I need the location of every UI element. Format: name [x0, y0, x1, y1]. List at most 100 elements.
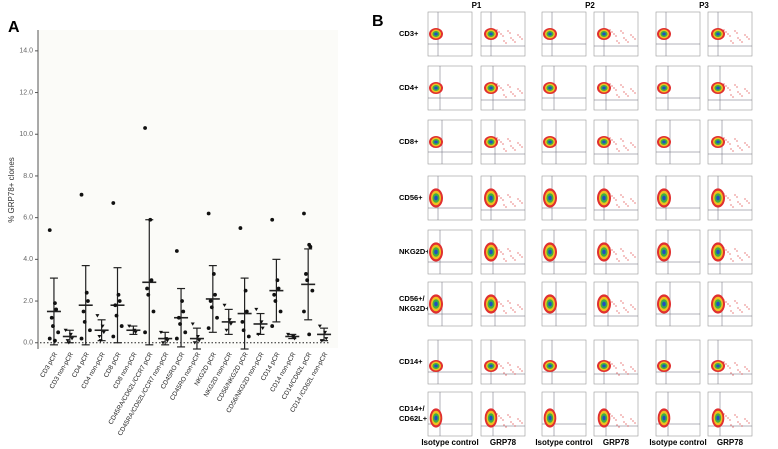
event-dot: [618, 426, 620, 428]
event-dot: [744, 142, 746, 144]
event-dot: [748, 422, 750, 424]
flow-plot: [707, 281, 753, 327]
flow-plot: [480, 229, 526, 275]
data-point: [213, 292, 217, 297]
event-dot: [521, 370, 523, 372]
event-dot: [736, 416, 738, 418]
event-dot: [500, 417, 502, 419]
x-label: GRP78: [490, 438, 517, 447]
event-dot: [736, 250, 738, 252]
event-density: [434, 32, 438, 36]
event-dot: [616, 424, 618, 426]
event-density: [716, 415, 720, 421]
event-dot: [746, 368, 748, 370]
event-dot: [627, 149, 629, 151]
event-dot: [623, 421, 625, 423]
event-dot: [509, 140, 511, 142]
flow-plot: [707, 11, 753, 57]
data-point: [222, 303, 227, 308]
data-point: [275, 278, 280, 283]
event-dot: [510, 421, 512, 423]
event-dot: [634, 202, 636, 204]
row-label: CD56+/: [399, 294, 426, 303]
event-dot: [730, 258, 732, 260]
event-dot: [730, 372, 732, 374]
event-dot: [615, 35, 617, 37]
event-dot: [736, 302, 738, 304]
event-dot: [503, 372, 505, 374]
flow-plot: [541, 229, 587, 275]
event-dot: [736, 32, 738, 34]
event-dot: [505, 96, 507, 98]
data-point: [308, 244, 313, 249]
event-dot: [618, 150, 620, 152]
event-dot: [613, 197, 615, 199]
event-dot: [500, 365, 502, 367]
event-dot: [723, 83, 725, 85]
event-dot: [498, 31, 500, 33]
flow-plot: [427, 65, 473, 111]
event-dot: [727, 141, 729, 143]
row-label: CD62L+: [399, 414, 428, 423]
event-density: [602, 249, 606, 255]
event-dot: [725, 195, 727, 197]
flow-plot: [655, 339, 701, 385]
event-dot: [620, 248, 622, 250]
event-dot: [613, 33, 615, 35]
event-dot: [609, 137, 611, 139]
event-dot: [723, 29, 725, 31]
data-point: [270, 217, 275, 222]
event-dot: [615, 367, 617, 369]
flow-plot: [480, 119, 526, 165]
event-dot: [618, 42, 620, 44]
x-label: Isotype control: [421, 438, 478, 447]
data-point: [66, 341, 71, 345]
event-dot: [613, 251, 615, 253]
event-dot: [734, 138, 736, 140]
data-point: [111, 201, 116, 205]
data-point: [227, 318, 232, 322]
event-dot: [729, 199, 731, 201]
flow-plot: [655, 11, 701, 57]
event-dot: [748, 202, 750, 204]
event-dot: [627, 425, 629, 427]
event-dot: [616, 204, 618, 206]
event-density: [434, 415, 438, 421]
event-dot: [632, 368, 634, 370]
event-dot: [609, 83, 611, 85]
data-point: [246, 334, 251, 339]
event-density: [662, 32, 666, 36]
event-dot: [625, 309, 627, 311]
event-dot: [500, 33, 502, 35]
event-dot: [521, 38, 523, 40]
data-point: [53, 338, 57, 343]
data-point: [70, 337, 75, 341]
data-point: [241, 328, 246, 333]
event-dot: [744, 252, 746, 254]
event-dot: [732, 42, 734, 44]
flow-plot: [427, 119, 473, 165]
event-dot: [730, 204, 732, 206]
event-dot: [502, 253, 504, 255]
event-dot: [496, 29, 498, 31]
plot-frame: [480, 11, 526, 57]
data-point: [174, 249, 179, 253]
event-density: [602, 86, 606, 90]
event-dot: [616, 258, 618, 260]
event-density: [548, 415, 552, 421]
flow-plot: [427, 339, 473, 385]
event-dot: [627, 41, 629, 43]
data-point: [79, 336, 84, 341]
event-dot: [616, 94, 618, 96]
event-dot: [741, 41, 743, 43]
event-dot: [505, 312, 507, 314]
event-density: [548, 249, 552, 255]
event-density: [602, 301, 606, 307]
event-dot: [723, 137, 725, 139]
event-dot: [509, 86, 511, 88]
flow-plot: [427, 281, 473, 327]
flow-plot: [541, 391, 587, 437]
event-dot: [630, 304, 632, 306]
event-dot: [512, 371, 514, 373]
event-dot: [509, 196, 511, 198]
